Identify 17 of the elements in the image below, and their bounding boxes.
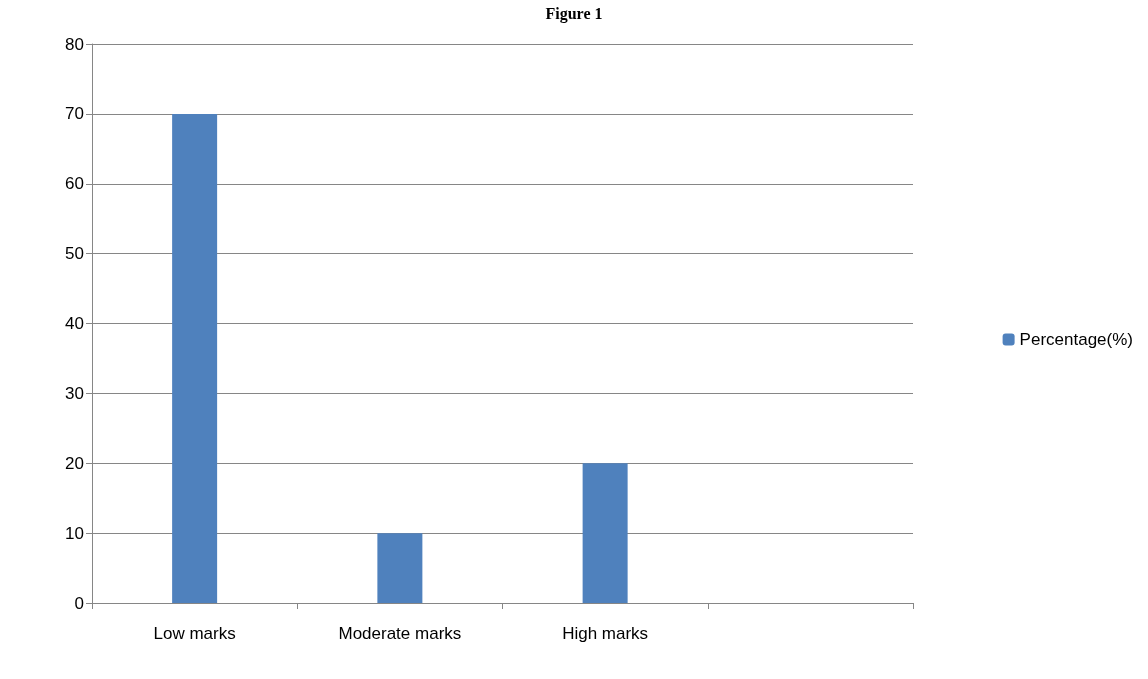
y-tick-label: 0 bbox=[74, 593, 84, 613]
legend-label: Percentage(%) bbox=[1019, 330, 1133, 349]
y-tick-label: 80 bbox=[65, 34, 84, 54]
y-tick-label: 70 bbox=[65, 104, 84, 124]
chart-title: Figure 1 bbox=[545, 4, 603, 23]
y-tick-label: 30 bbox=[65, 383, 84, 403]
y-tick-label: 50 bbox=[65, 244, 84, 264]
y-tick-label: 10 bbox=[65, 523, 84, 543]
y-tick-label: 60 bbox=[65, 174, 84, 194]
x-tick-label: Low marks bbox=[153, 624, 236, 643]
x-tick-label: Moderate marks bbox=[338, 624, 462, 643]
bar bbox=[582, 463, 628, 603]
bar bbox=[172, 113, 218, 603]
y-tick-label: 20 bbox=[65, 453, 84, 473]
bar bbox=[377, 533, 423, 603]
x-tick-label: High marks bbox=[562, 624, 649, 643]
y-tick-label: 40 bbox=[65, 314, 84, 333]
